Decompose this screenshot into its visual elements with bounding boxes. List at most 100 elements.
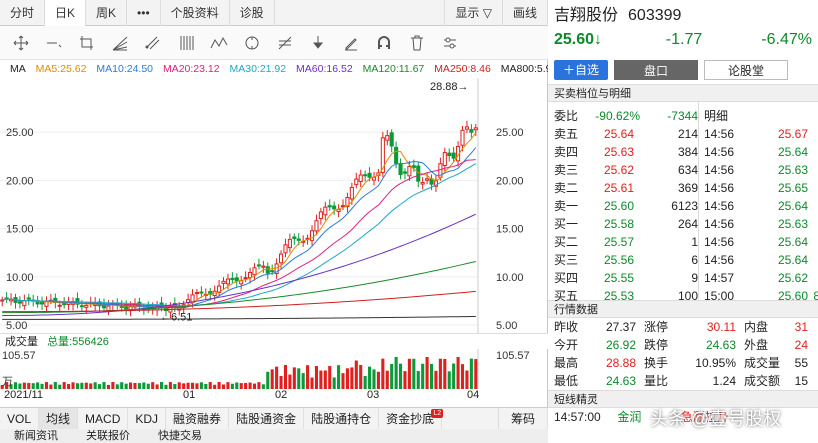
- fan-icon[interactable]: [103, 32, 136, 54]
- magnet-icon[interactable]: [367, 32, 400, 54]
- volume-bar: [44, 382, 49, 389]
- channel-icon[interactable]: [136, 32, 169, 54]
- candle-body: [292, 236, 297, 240]
- tab-diagnose[interactable]: 诊股: [230, 0, 275, 26]
- level-label: 买一: [554, 217, 579, 231]
- volume-chart[interactable]: 105.57 105.57 万: [0, 349, 548, 389]
- display-dropdown[interactable]: 显示 ▽: [444, 0, 503, 26]
- tab-chips[interactable]: 筹码: [497, 407, 548, 430]
- tab-macd[interactable]: MACD: [78, 407, 129, 430]
- detail-price: 25.62: [777, 271, 808, 285]
- candle-body: [425, 178, 430, 181]
- tab-northbound-holding[interactable]: 陆股通持仓: [304, 407, 380, 430]
- tab-profile[interactable]: 个股资料: [161, 0, 230, 26]
- candle-body: [217, 285, 222, 293]
- divider: [698, 120, 704, 138]
- divider: [698, 228, 704, 246]
- bid-row: 买三 25.56 6 14:56 25.64: [548, 246, 818, 267]
- line-tool-icon[interactable]: [37, 32, 70, 54]
- trash-icon[interactable]: [400, 32, 433, 54]
- tab-vol[interactable]: VOL: [0, 407, 40, 430]
- sprite-time: 14:57:00: [554, 410, 601, 424]
- candle-body: [327, 205, 332, 208]
- volume-bar: [261, 384, 265, 389]
- tab-news[interactable]: 新闻资讯: [14, 430, 58, 442]
- market-value: 28.88: [605, 356, 636, 370]
- bid-row: 买五 25.53 100 15:00 25.60 8: [548, 282, 818, 303]
- tab-more[interactable]: •••: [127, 0, 161, 26]
- ma-legend-label: MA: [10, 63, 26, 75]
- settings-icon[interactable]: [433, 32, 466, 54]
- level-volume: 6123: [671, 199, 698, 213]
- sprite-row[interactable]: 14:57:00 金润 急涨拉升: [548, 408, 818, 426]
- candle-body: [389, 132, 394, 147]
- date-label: 2021/11: [4, 389, 43, 401]
- tab-bottom-fishing[interactable]: 资金抄底 L2: [379, 407, 444, 430]
- volume-bar: [195, 383, 199, 389]
- bid-row: 买二 25.57 1 14:56 25.64: [548, 228, 818, 249]
- tab-northbound-flow[interactable]: 陆股通资金: [229, 407, 305, 430]
- sprite-event: 急涨拉升: [680, 410, 729, 424]
- move-icon[interactable]: [4, 32, 37, 54]
- arrow-down-icon[interactable]: [301, 32, 334, 54]
- volume-title: 成交量: [5, 336, 38, 348]
- volume-bar: [0, 385, 4, 389]
- candle-body: [287, 238, 292, 249]
- volume-bar: [385, 370, 389, 389]
- volume-bar: [89, 383, 93, 389]
- tab-forum[interactable]: 论股堂: [704, 60, 788, 80]
- ask-row: 卖四 25.63 384 14:56 25.64: [548, 138, 818, 159]
- candle-body: [385, 135, 390, 141]
- volume-bar: [310, 377, 314, 389]
- drawing-toolbar: [0, 26, 548, 60]
- volume-bar: [217, 382, 221, 389]
- divider: [698, 246, 704, 264]
- draw-line-button[interactable]: 画线: [503, 0, 548, 26]
- tab-ma[interactable]: 均线: [39, 407, 79, 430]
- detail-time: 14:56: [704, 199, 735, 213]
- detail-time: 14:56: [704, 235, 735, 249]
- candle-body: [225, 278, 230, 285]
- candle-body: [221, 280, 226, 284]
- detail-price: 25.65: [777, 181, 808, 195]
- volume-bar: [368, 366, 372, 389]
- volume-bar: [177, 382, 181, 389]
- volume-bar: [142, 382, 146, 389]
- candle-body: [433, 179, 439, 187]
- tab-related-quotes[interactable]: 关联报价: [86, 430, 130, 442]
- fib-icon[interactable]: [268, 32, 301, 54]
- stock-header: 吉翔股份 603399 25.60↓ -1.77 -6.47%: [548, 0, 818, 58]
- volume-bar: [137, 383, 141, 389]
- ma-line: [2, 147, 477, 309]
- tab-daily-k[interactable]: 日K: [45, 0, 87, 26]
- tab-weekly-k[interactable]: 周K: [86, 0, 128, 26]
- tab-quick-trade[interactable]: 快捷交易: [158, 430, 202, 442]
- volume-bar: [301, 373, 305, 389]
- candle-body: [270, 270, 275, 273]
- tab-kdj[interactable]: KDJ: [128, 407, 167, 430]
- add-watchlist-button[interactable]: ＋自选: [554, 60, 608, 80]
- divider: [698, 156, 704, 174]
- divider: [698, 102, 704, 120]
- low-annotation: ←6.51: [160, 312, 192, 324]
- market-value: 55: [794, 356, 808, 370]
- cycle-icon[interactable]: [235, 32, 268, 54]
- detail-time: 15:00: [704, 289, 735, 303]
- sprite-title: 短线精灵: [548, 390, 818, 408]
- tab-orderbook[interactable]: 盘口: [614, 60, 698, 80]
- volume-bar: [354, 360, 358, 389]
- market-value: 31: [794, 320, 808, 334]
- text-edit-icon[interactable]: [334, 32, 367, 54]
- crop-icon[interactable]: [70, 32, 103, 54]
- gann-lines-icon[interactable]: [169, 32, 202, 54]
- kline-chart[interactable]: 25.00 25.00 20.00 20.00 15.00 15.00 10.00 10.00…: [0, 78, 548, 333]
- candle-body: [57, 304, 62, 307]
- candle-body: [411, 165, 416, 169]
- tab-margin[interactable]: 融资融券: [166, 407, 230, 430]
- tab-intraday[interactable]: 分时: [0, 0, 46, 26]
- wave-icon[interactable]: [202, 32, 235, 54]
- candle-body: [79, 305, 84, 308]
- volume-bar: [416, 371, 420, 389]
- candle-body: [460, 129, 465, 146]
- market-label: 外盘: [744, 338, 769, 352]
